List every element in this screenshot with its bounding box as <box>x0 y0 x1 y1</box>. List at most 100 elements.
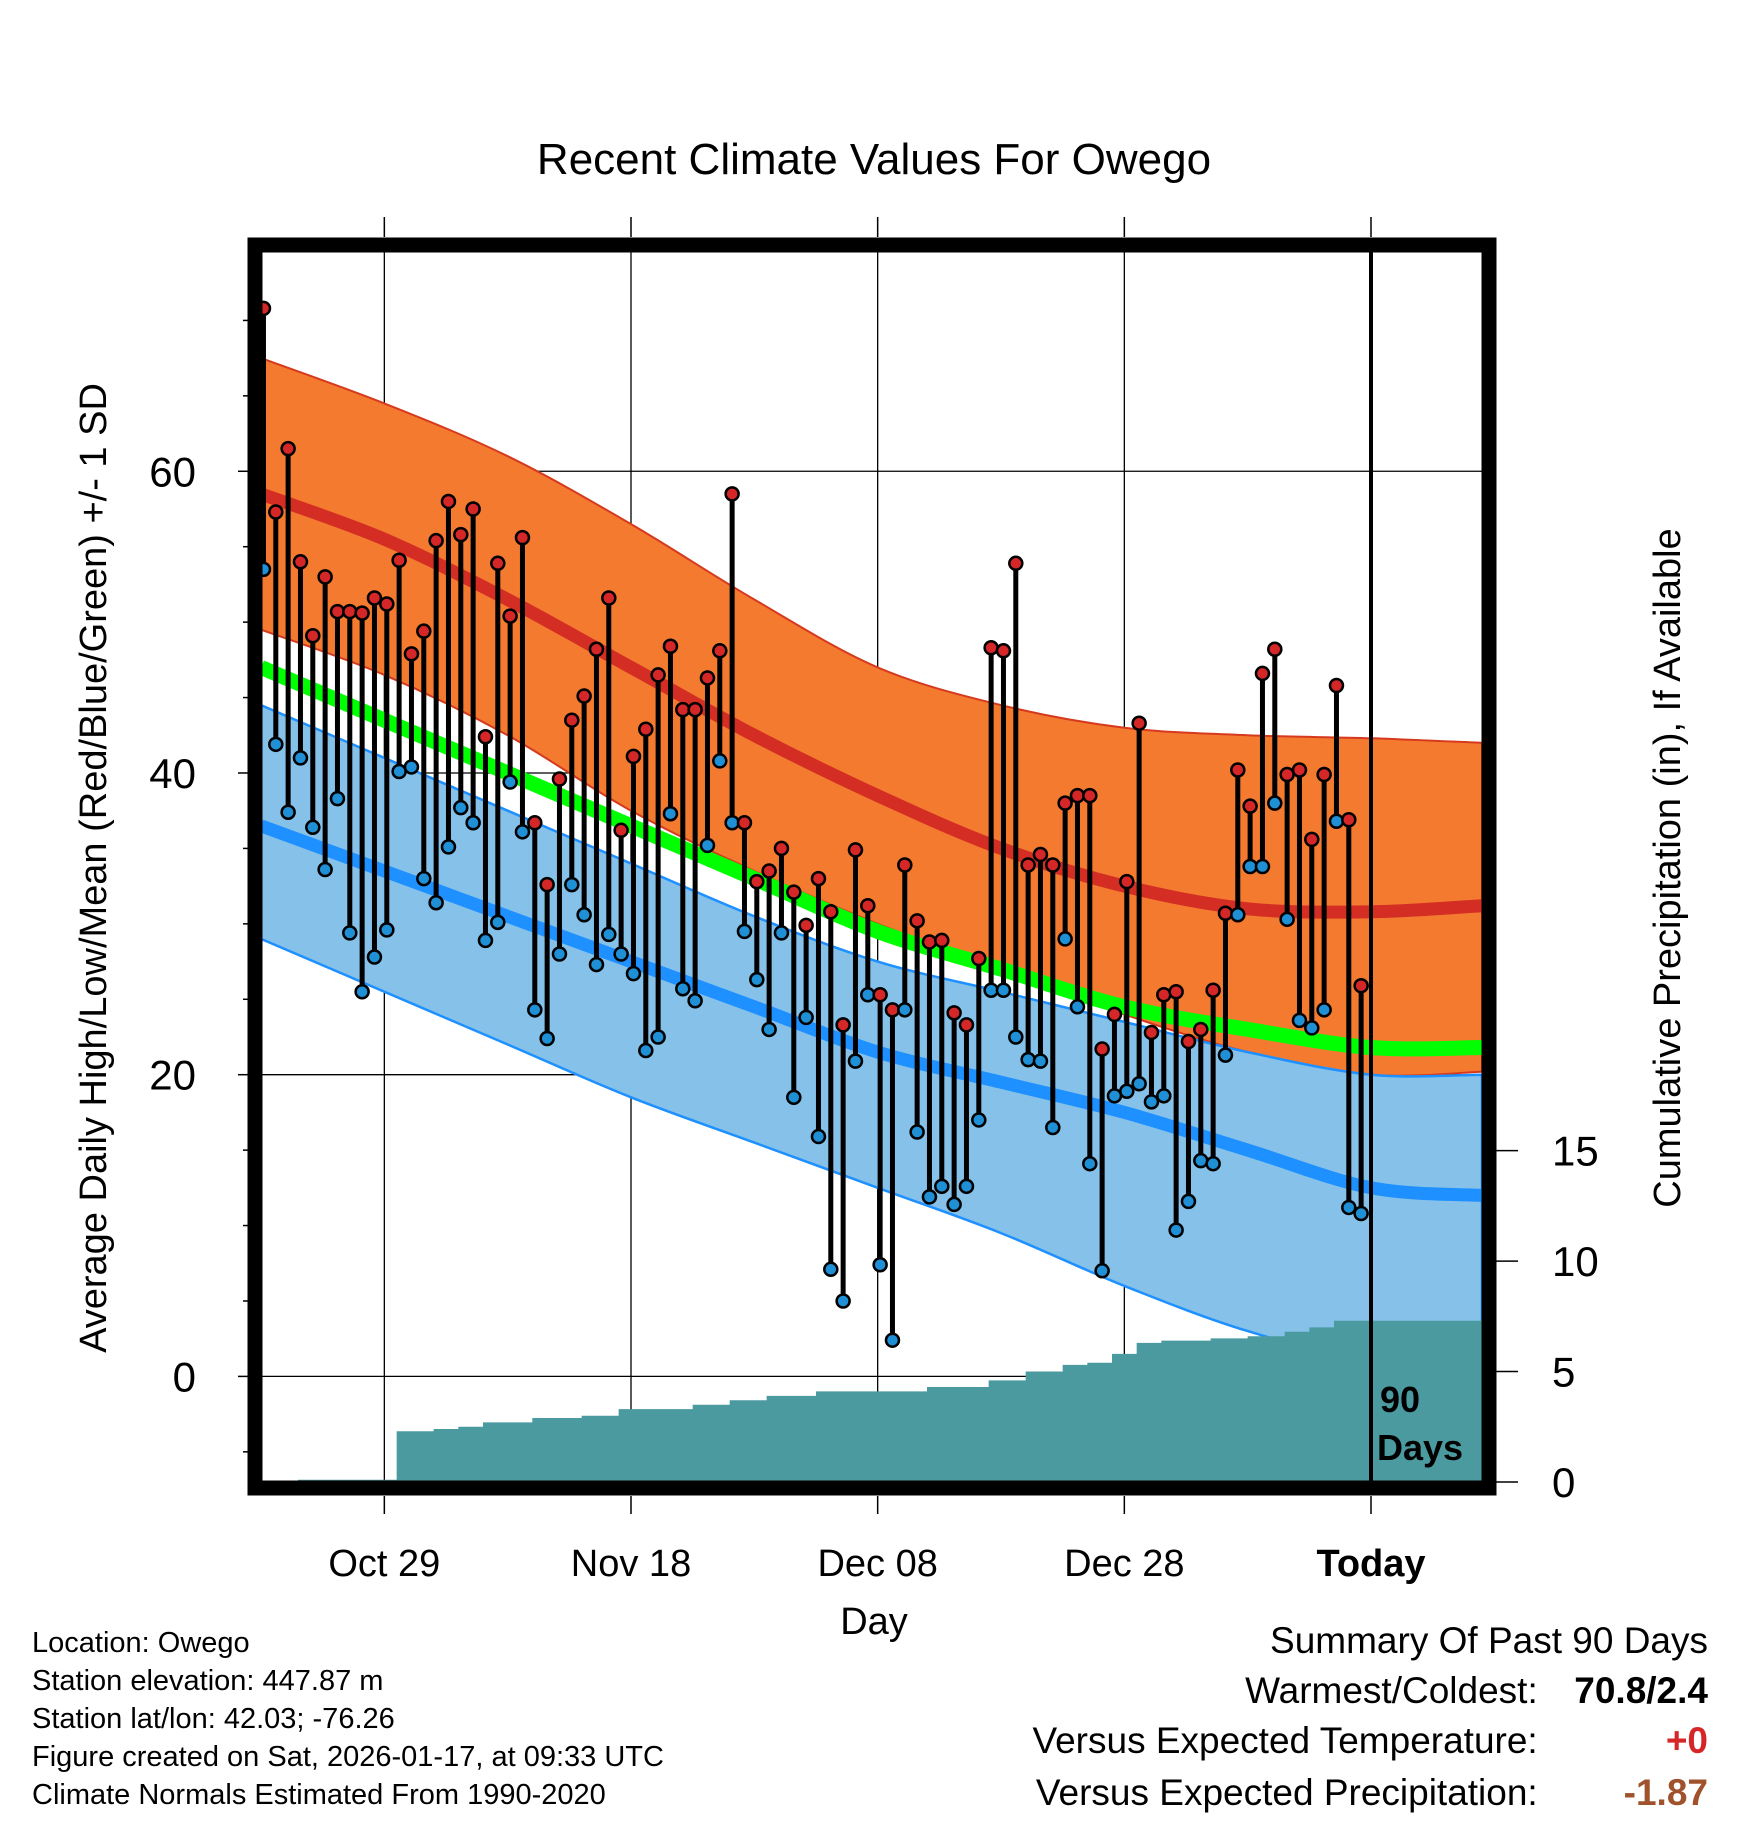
daily-low-point <box>909 1124 925 1140</box>
daily-high-point <box>736 815 753 831</box>
daily-high-point <box>465 501 481 517</box>
daily-high-point <box>564 712 580 728</box>
daily-low-point <box>403 759 420 775</box>
x-tick-label: Nov 18 <box>571 1543 691 1585</box>
daily-low-point <box>305 819 321 836</box>
daily-high-point <box>724 486 740 502</box>
daily-low-point <box>1279 911 1295 928</box>
daily-low-point <box>1131 1075 1147 1092</box>
daily-low-point <box>453 799 469 816</box>
daily-low-point <box>884 1332 901 1348</box>
daily-low-point <box>1205 1155 1221 1172</box>
daily-low-point <box>1032 1053 1049 1069</box>
expected-precip-value: -1.87 <box>1623 1772 1708 1813</box>
daily-high-point <box>872 986 888 1003</box>
daily-low-point <box>1094 1263 1110 1279</box>
daily-low-point <box>551 946 568 962</box>
daily-low-point <box>539 1030 555 1047</box>
daily-high-point <box>983 640 999 656</box>
daily-high-point <box>761 863 777 879</box>
daily-low-point <box>477 932 494 949</box>
daily-high-point <box>1020 857 1036 873</box>
daily-high-point <box>749 873 765 890</box>
daily-high-point <box>601 590 617 606</box>
daily-high-point <box>897 857 913 873</box>
daily-high-point <box>588 641 605 658</box>
daily-low-point <box>860 986 876 1003</box>
daily-high-point <box>921 934 938 950</box>
daily-low-point <box>576 907 592 923</box>
daily-high-point <box>823 904 839 920</box>
daily-low-point <box>354 983 370 1000</box>
daily-high-point <box>847 842 864 858</box>
daily-low-point <box>650 1029 666 1045</box>
daily-low-point <box>416 870 432 887</box>
daily-low-point <box>835 1293 851 1309</box>
daily-high-point <box>317 569 333 585</box>
daily-low-point <box>1341 1199 1357 1216</box>
daily-low-point <box>724 815 740 831</box>
daily-low-point <box>761 1021 777 1038</box>
daily-low-point <box>1168 1222 1184 1238</box>
daily-high-point <box>292 554 309 570</box>
daily-low-point <box>749 971 765 988</box>
daily-low-point <box>1106 1088 1123 1104</box>
daily-low-point <box>773 925 790 941</box>
daily-low-point <box>1156 1088 1172 1104</box>
daily-stems <box>260 308 1364 1341</box>
daily-high-point <box>539 876 555 893</box>
daily-high-point <box>712 643 728 659</box>
daily-high-point <box>1341 812 1357 828</box>
daily-high-point <box>884 1002 901 1018</box>
daily-high-point <box>786 884 802 900</box>
daily-high-point <box>1094 1041 1110 1057</box>
daily-high-point <box>1328 677 1345 694</box>
daily-high-point <box>1193 1021 1209 1038</box>
daily-high-point <box>342 603 358 620</box>
daily-high-point <box>268 504 284 520</box>
daily-high-point <box>502 608 518 624</box>
daily-low-point <box>1316 1002 1332 1018</box>
daily-low-point <box>465 815 481 831</box>
expected-precip-label: Versus Expected Precipitation: <box>1035 1772 1538 1813</box>
daily-high-point <box>551 771 568 787</box>
daily-low-point <box>958 1178 975 1195</box>
daily-low-point <box>342 925 358 941</box>
daily-high-point <box>1242 798 1258 814</box>
axes: 0 20 40 60 0 5 10 15 Oct 29 Nov 18 Dec 08 Dec 28 Tod… <box>149 217 1599 1585</box>
daily-high-point <box>675 701 691 718</box>
daily-low-point <box>995 982 1012 998</box>
daily-low-point <box>1119 1083 1135 1100</box>
days-annotation-number: 90 <box>1380 1379 1420 1420</box>
y2-tick-label: 15 <box>1552 1128 1599 1175</box>
daily-low-point <box>292 750 309 766</box>
daily-low-point <box>1008 1029 1024 1045</box>
daily-high-point <box>835 1017 851 1033</box>
daily-high-point <box>773 840 790 857</box>
daily-low-point <box>514 824 531 840</box>
x-tick-label: Oct 29 <box>328 1543 440 1585</box>
daily-high-point <box>687 701 703 718</box>
daily-high-point <box>1254 665 1271 682</box>
daily-high-point <box>477 729 494 745</box>
daily-low-point <box>798 1009 814 1026</box>
daily-low-point <box>625 965 642 982</box>
expected-temp-label: Versus Expected Temperature: <box>1032 1720 1538 1761</box>
y-tick-label: 40 <box>149 750 196 797</box>
daily-low-point <box>1267 795 1283 811</box>
expected-temp-value: +0 <box>1665 1720 1708 1761</box>
daily-low-point <box>872 1257 888 1273</box>
daily-low-point <box>921 1189 938 1205</box>
daily-low-point <box>1242 858 1258 875</box>
warmest-coldest-label: Warmest/Coldest: <box>1245 1670 1538 1711</box>
y2-axis-label: Cumulative Precipitation (in), If Availa… <box>1647 528 1689 1207</box>
station-latlon: Station lat/lon: 42.03; -76.26 <box>32 1703 395 1735</box>
summary-warmest-row: Warmest/Coldest: 70.8/2.4 <box>1245 1670 1708 1712</box>
daily-high-point <box>1069 787 1086 804</box>
daily-high-point <box>366 590 383 606</box>
summary-title: Summary Of Past 90 Days <box>1270 1620 1708 1661</box>
daily-high-point <box>971 950 987 967</box>
y2-tick-label: 5 <box>1552 1349 1575 1396</box>
daily-low-point <box>268 736 284 753</box>
